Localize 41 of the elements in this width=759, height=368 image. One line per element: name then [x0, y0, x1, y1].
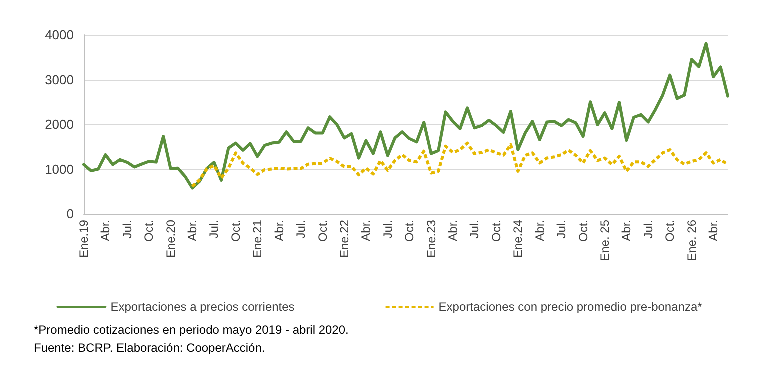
x-tick-label: Ene.20: [164, 220, 178, 258]
x-tick-label: Ene.22: [337, 220, 352, 258]
x-tick-label: Ene. 25: [598, 220, 612, 262]
x-tick-label: Abr.: [272, 220, 286, 242]
x-tick-label: Abr.: [620, 220, 634, 242]
legend-label: Exportaciones con precio promedio pre-bonanza*: [438, 300, 703, 314]
x-tick-label: Jul.: [120, 220, 134, 239]
x-tick-label: Oct.: [402, 220, 417, 242]
x-tick-label: Oct.: [663, 220, 678, 242]
y-tick-label: 2000: [45, 117, 74, 132]
line-series: [82, 42, 730, 190]
y-tick-label: 3000: [45, 72, 74, 88]
line-series: [191, 142, 730, 188]
x-tick-label: Ene. 26: [684, 220, 699, 262]
x-tick-label: Ene.24: [511, 220, 526, 258]
x-tick-label: Oct.: [576, 220, 590, 242]
x-tick-label: Oct.: [228, 220, 243, 242]
y-tick-label: 4000: [45, 28, 74, 42]
x-tick-label: Ene.19: [77, 220, 91, 258]
x-tick-label: Jul.: [207, 220, 222, 239]
source-note: Fuente: BCRP. Elaboración: CooperAcción.: [34, 341, 266, 355]
y-tick-label: 1000: [45, 162, 74, 177]
x-tick-label: Jul.: [554, 220, 569, 239]
x-tick-label: Ene.23: [424, 220, 438, 258]
x-tick-label: Jul.: [641, 220, 656, 239]
x-tick-label: Oct.: [316, 220, 330, 242]
x-tick-label: Abr.: [446, 220, 460, 242]
x-tick-label: Abr.: [186, 220, 200, 242]
x-tick-label: Abr.: [706, 220, 721, 242]
x-tick-label: Abr.: [532, 220, 547, 242]
x-tick-label: Jul.: [294, 220, 308, 239]
text: *Promedio cotizaciones en periodo mayo 2019 - abril 2020.: [34, 323, 349, 337]
x-tick-label: Oct.: [142, 220, 156, 242]
x-tick-label: Abr.: [98, 220, 113, 242]
x-tick-label: Jul.: [468, 220, 482, 239]
x-tick-label: Oct.: [489, 220, 504, 242]
x-tick-label: Jul.: [380, 220, 395, 239]
y-tick-label: 0: [66, 206, 74, 222]
x-tick-label: Ene.21: [250, 220, 265, 258]
x-tick-label: Abr.: [359, 220, 374, 242]
legend-label: Exportaciones a precios corrientes: [110, 300, 295, 314]
